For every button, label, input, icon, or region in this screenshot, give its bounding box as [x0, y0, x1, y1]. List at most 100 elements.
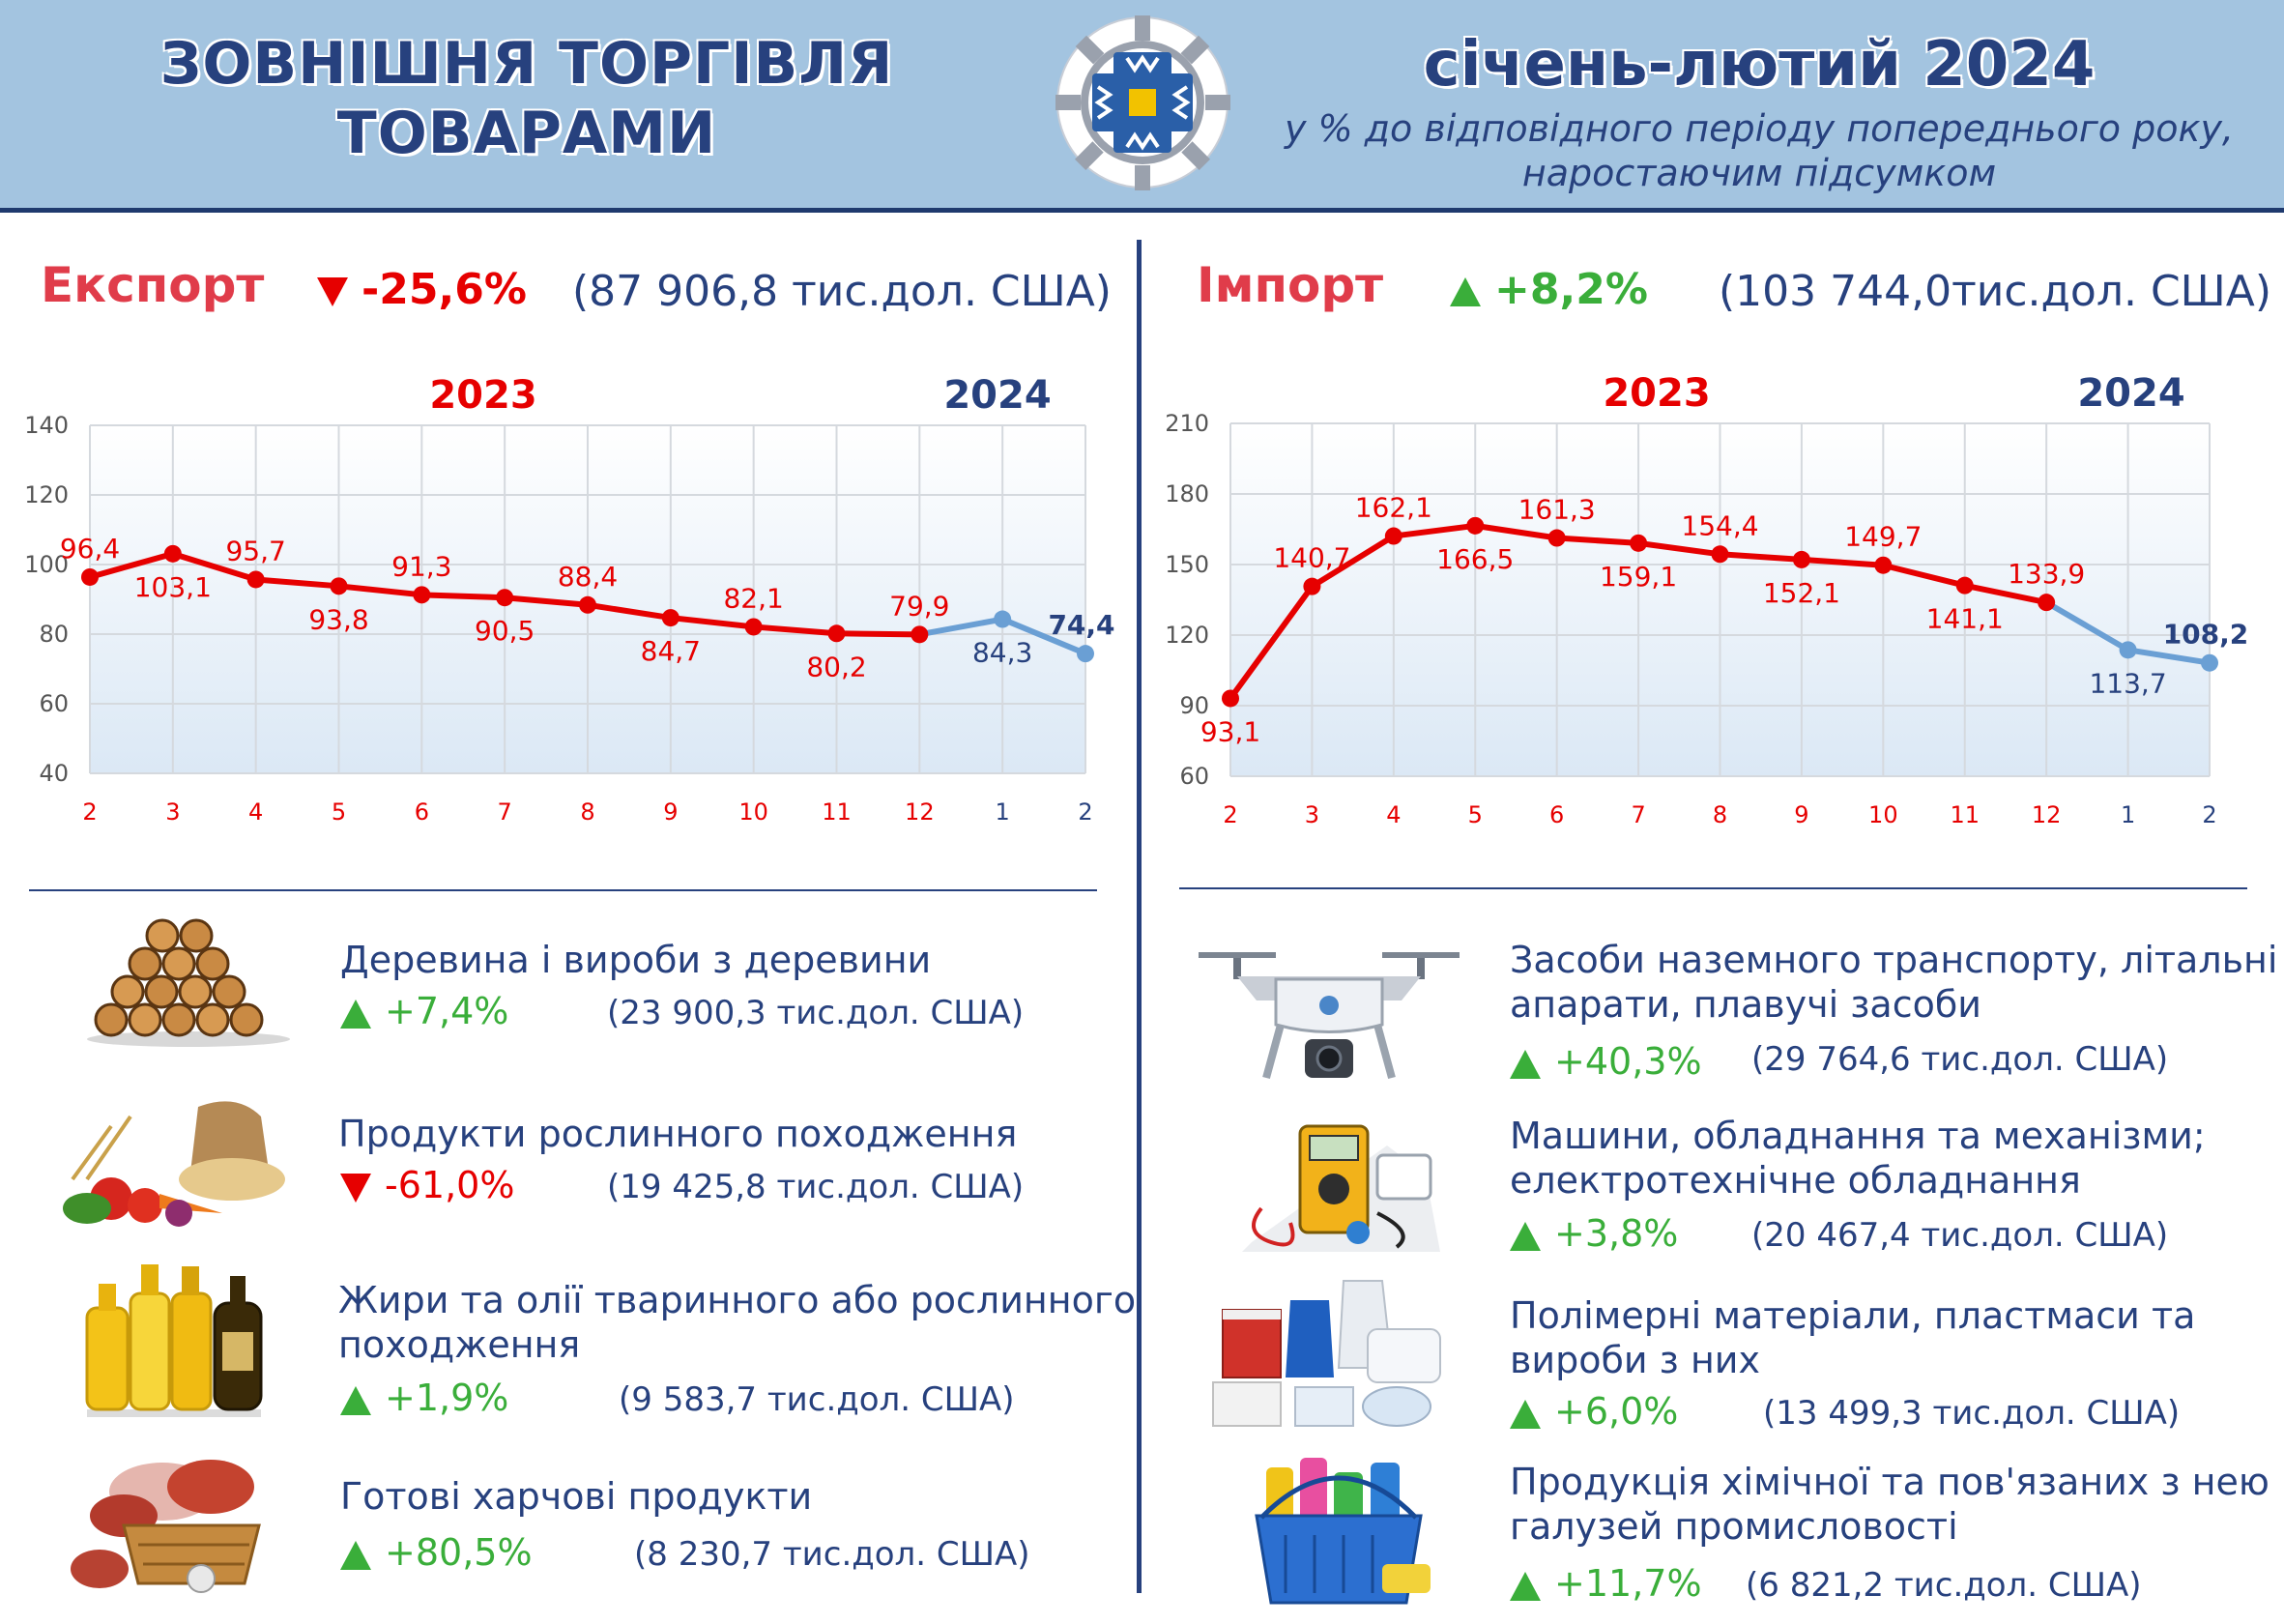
data-label: 88,4: [558, 561, 618, 593]
export-item-4-change: +80,5%: [340, 1531, 533, 1574]
data-point: [2201, 653, 2218, 672]
data-label: 95,7: [225, 535, 285, 566]
export-item-1-total: (23 900,3 тис.дол. США): [607, 994, 1025, 1032]
import-label: Імпорт: [1197, 257, 1384, 313]
import-item-3-name: Полімерні матеріали, пластмаси та: [1510, 1294, 2196, 1337]
data-point: [744, 618, 763, 636]
x-tick-label: 10: [1868, 801, 1898, 828]
data-point: [579, 595, 596, 614]
x-tick-label: 8: [1713, 801, 1727, 828]
x-tick-label: 1: [2121, 801, 2135, 828]
oil-bottles-icon: [85, 1264, 263, 1417]
data-label: 103,1: [134, 571, 212, 603]
export-item-4-name: Готові харчові продукти: [340, 1475, 813, 1518]
data-point: [1711, 545, 1729, 564]
data-point: [1955, 576, 1974, 594]
export-item-1-change: +7,4%: [340, 990, 508, 1032]
data-point: [1547, 529, 1566, 547]
import-item-4-change-value: +11,7%: [1554, 1562, 1702, 1605]
data-point: [2038, 594, 2056, 612]
data-label: 113,7: [2089, 667, 2166, 699]
x-tick-label: 9: [1794, 801, 1808, 828]
data-point: [81, 567, 99, 586]
header-title-line1: ЗОВНІШНЯ ТОРГІВЛЯ: [159, 30, 894, 98]
export-item-4-total: (8 230,7 тис.дол. США): [634, 1535, 1030, 1574]
cleaning-basket-icon: [1255, 1458, 1431, 1605]
import-change: +8,2%: [1450, 265, 1648, 314]
import-item-2-name: Машини, обладнання та механізми;: [1510, 1115, 2206, 1157]
data-label: 149,7: [1844, 521, 1922, 553]
data-label: 141,1: [1926, 603, 2004, 635]
up-arrow-icon: [1510, 1571, 1541, 1601]
data-label: 108,2: [2163, 619, 2249, 651]
import-item-4-total: (6 821,2 тис.дол. США): [1746, 1566, 2142, 1605]
data-label: 74,4: [1048, 609, 1114, 641]
import-change-value: +8,2%: [1494, 265, 1648, 314]
data-label: 80,2: [806, 651, 866, 682]
data-label: 82,1: [723, 582, 783, 614]
data-label: 93,8: [308, 603, 368, 635]
data-point: [994, 610, 1012, 628]
data-label: 84,7: [641, 635, 701, 667]
import-item-2-name-line2: електротехнічне обладнання: [1510, 1159, 2081, 1202]
header-subtitle-line1: у % до відповідного періоду попереднього…: [1284, 107, 2235, 150]
firewood-icon: [87, 918, 290, 1047]
up-arrow-icon: [1510, 1399, 1541, 1429]
y-tick-label: 150: [1165, 551, 1209, 578]
export-item-1-name: Деревина і вироби з деревини: [340, 939, 932, 981]
y-tick-label: 180: [1165, 480, 1209, 508]
x-tick-label: 5: [1468, 801, 1483, 828]
x-tick-label: 4: [248, 798, 263, 826]
import-item-2-total: (20 467,4 тис.дол. США): [1751, 1216, 2169, 1255]
y-tick-label: 120: [24, 481, 69, 508]
x-tick-label: 2: [1223, 801, 1237, 828]
data-point: [330, 577, 348, 595]
x-tick-label: 11: [822, 798, 852, 826]
x-tick-label: 5: [332, 798, 346, 826]
data-label: 79,9: [889, 590, 949, 622]
center-divider: [1137, 240, 1142, 1593]
import-item-4-change: +11,7%: [1510, 1562, 1702, 1605]
data-point: [163, 544, 182, 563]
x-tick-label: 12: [905, 798, 935, 826]
export-item-3-change-value: +1,9%: [385, 1377, 509, 1419]
data-label: 91,3: [391, 550, 451, 582]
data-label: 84,3: [972, 637, 1032, 669]
data-label: 152,1: [1763, 577, 1840, 609]
down-arrow-icon: [317, 277, 348, 306]
drone-icon: [1199, 952, 1460, 1080]
export-item-4-change-value: +80,5%: [385, 1531, 533, 1574]
export-separator: [29, 889, 1097, 891]
up-arrow-icon: [340, 1540, 371, 1570]
x-tick-label: 3: [165, 798, 180, 826]
header-bottom-rule: [0, 208, 2284, 213]
import-item-1-total: (29 764,6 тис.дол. США): [1751, 1040, 2169, 1079]
data-point: [2119, 641, 2137, 659]
import-item-3-change: +6,0%: [1510, 1390, 1678, 1433]
data-label: 96,4: [60, 533, 120, 565]
import-item-4-name-line2: галузей промисловості: [1510, 1505, 1958, 1548]
plastic-containers-icon: [1212, 1280, 1441, 1427]
vegetables-grain-icon: [63, 1101, 285, 1227]
data-label: 166,5: [1436, 543, 1514, 575]
import-item-1-name-line2: апарати, плавучі засоби: [1510, 983, 1981, 1026]
data-label: 161,3: [1518, 494, 1596, 526]
data-label: 159,1: [1600, 561, 1677, 593]
y-tick-label: 210: [1165, 410, 1209, 437]
header-subtitle-line2: наростаючим підсумком: [1521, 152, 1997, 194]
down-arrow-icon: [340, 1173, 371, 1203]
data-point: [496, 589, 514, 607]
data-point: [413, 586, 431, 604]
x-tick-label: 10: [738, 798, 768, 826]
x-tick-label: 3: [1305, 801, 1319, 828]
import-item-1-change: +40,3%: [1510, 1040, 1702, 1083]
y-tick-label: 90: [1179, 692, 1209, 719]
up-arrow-icon: [340, 999, 371, 1029]
import-item-4-name: Продукція хімічної та пов'язаних з нею: [1510, 1461, 2270, 1503]
export-item-2-total: (19 425,8 тис.дол. США): [607, 1168, 1025, 1206]
export-change-value: -25,6%: [361, 265, 527, 314]
y-tick-label: 60: [39, 690, 69, 717]
x-tick-label: 4: [1386, 801, 1401, 828]
x-tick-label: 1: [996, 798, 1010, 826]
